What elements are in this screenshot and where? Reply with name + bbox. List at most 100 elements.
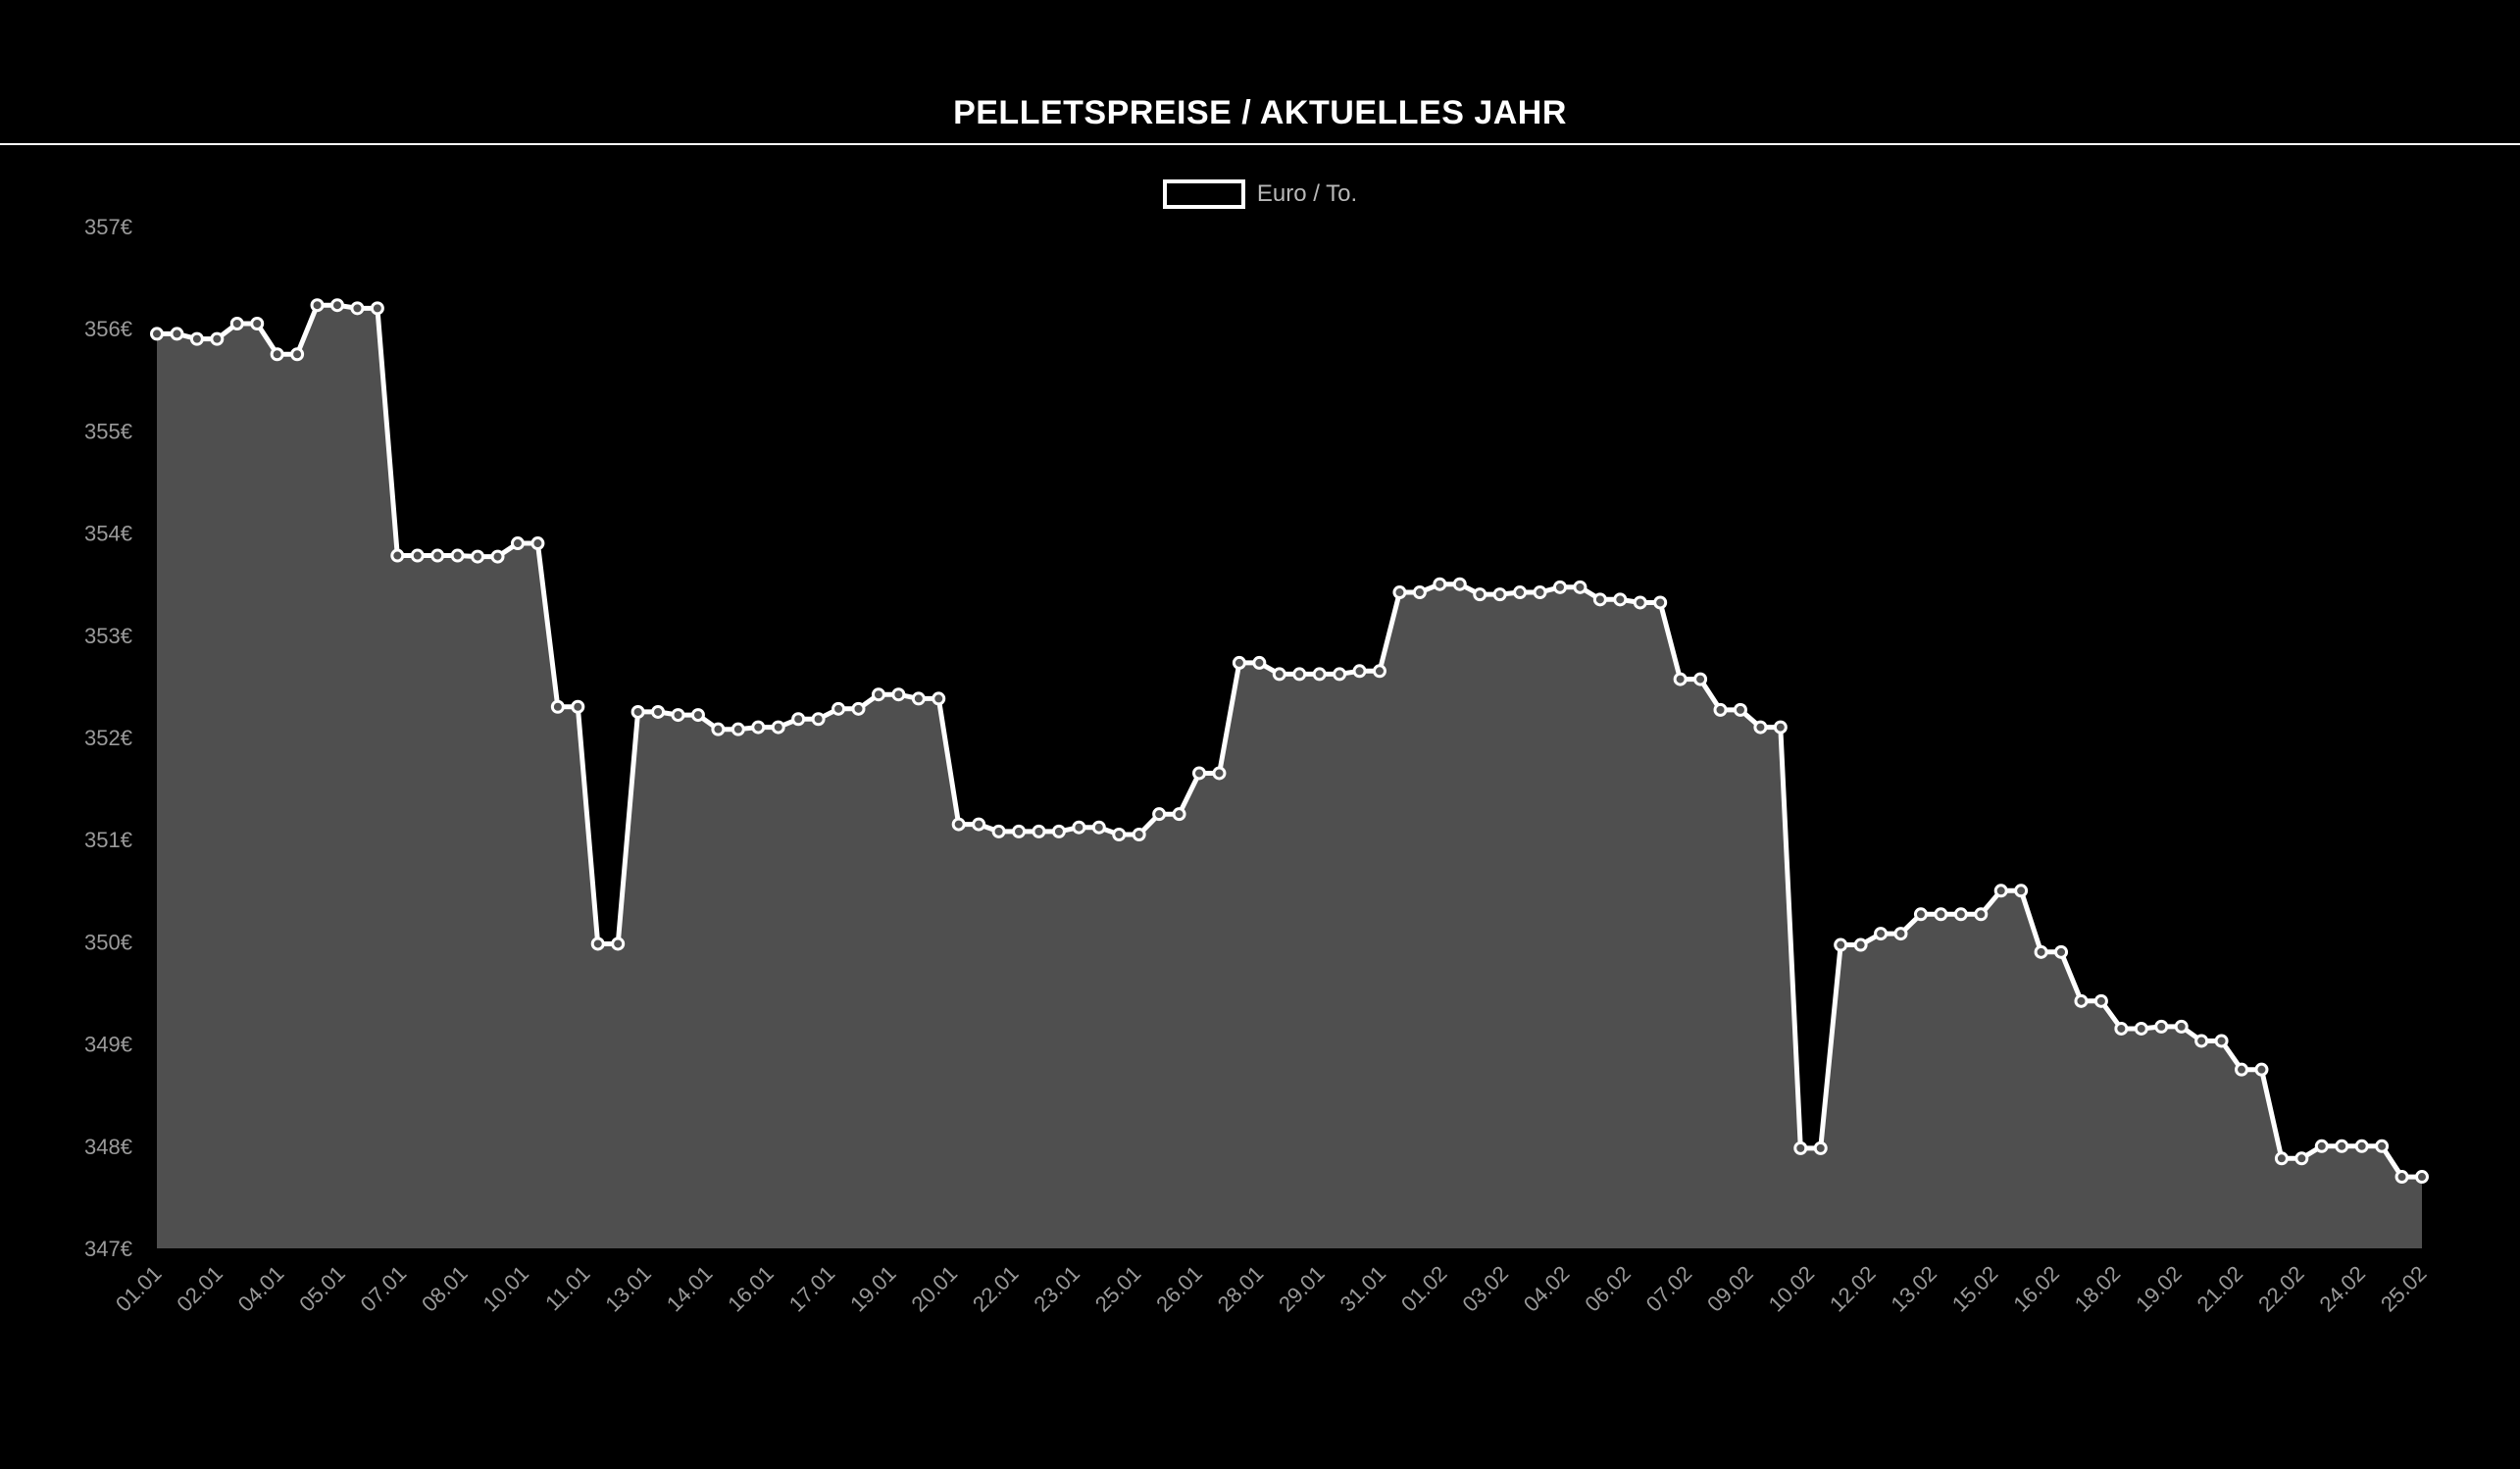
- data-point[interactable]: [991, 824, 1006, 838]
- data-point[interactable]: [671, 708, 685, 723]
- data-point[interactable]: [2354, 1139, 2369, 1153]
- data-point[interactable]: [471, 549, 485, 564]
- data-point[interactable]: [1112, 827, 1127, 841]
- data-point[interactable]: [2194, 1034, 2209, 1048]
- data-point[interactable]: [1834, 937, 1848, 952]
- data-point[interactable]: [832, 701, 846, 716]
- data-point[interactable]: [2375, 1139, 2390, 1153]
- data-point[interactable]: [2294, 1151, 2309, 1166]
- data-point[interactable]: [630, 704, 645, 719]
- data-point[interactable]: [1051, 824, 1066, 838]
- data-point[interactable]: [1733, 702, 1747, 717]
- data-point[interactable]: [1012, 824, 1027, 838]
- data-point[interactable]: [2415, 1170, 2429, 1185]
- data-point[interactable]: [2054, 944, 2069, 959]
- data-point[interactable]: [771, 720, 785, 734]
- data-point[interactable]: [711, 722, 726, 736]
- data-point[interactable]: [1753, 720, 1768, 734]
- data-point[interactable]: [951, 817, 966, 832]
- legend[interactable]: Euro / To.: [0, 179, 2520, 209]
- data-point[interactable]: [2093, 993, 2108, 1008]
- data-point[interactable]: [972, 817, 986, 832]
- data-point[interactable]: [1653, 595, 1668, 610]
- data-point[interactable]: [2014, 884, 2029, 898]
- data-point[interactable]: [1913, 907, 1928, 922]
- data-point[interactable]: [1592, 592, 1607, 607]
- data-point[interactable]: [731, 722, 745, 736]
- data-point[interactable]: [1372, 664, 1386, 679]
- data-point[interactable]: [150, 327, 164, 341]
- data-point[interactable]: [310, 298, 325, 313]
- data-point[interactable]: [229, 316, 244, 330]
- data-point[interactable]: [370, 301, 384, 316]
- data-point[interactable]: [390, 548, 405, 563]
- data-point[interactable]: [270, 347, 284, 362]
- data-point[interactable]: [530, 536, 545, 551]
- data-point[interactable]: [2274, 1151, 2289, 1166]
- data-point[interactable]: [590, 937, 605, 951]
- data-point[interactable]: [2034, 944, 2048, 959]
- data-point[interactable]: [450, 548, 465, 563]
- data-point[interactable]: [410, 548, 425, 563]
- data-point[interactable]: [2134, 1021, 2148, 1036]
- data-point[interactable]: [1473, 587, 1487, 602]
- data-point[interactable]: [1312, 667, 1327, 682]
- data-point[interactable]: [791, 712, 806, 727]
- data-point[interactable]: [1552, 580, 1567, 594]
- data-point[interactable]: [2214, 1034, 2229, 1048]
- data-point[interactable]: [1993, 884, 2008, 898]
- data-point[interactable]: [1533, 585, 1547, 600]
- data-point[interactable]: [2074, 993, 2089, 1008]
- data-point[interactable]: [1874, 927, 1889, 941]
- data-point[interactable]: [1392, 585, 1407, 600]
- data-point[interactable]: [891, 687, 906, 702]
- data-point[interactable]: [911, 691, 926, 706]
- data-point[interactable]: [250, 316, 265, 330]
- data-point[interactable]: [1693, 672, 1708, 686]
- data-point[interactable]: [2174, 1019, 2189, 1034]
- data-point[interactable]: [1172, 807, 1186, 822]
- data-point[interactable]: [1152, 807, 1167, 822]
- data-point[interactable]: [690, 708, 705, 723]
- data-point[interactable]: [430, 548, 445, 563]
- data-point[interactable]: [2394, 1170, 2409, 1185]
- data-point[interactable]: [1633, 595, 1647, 610]
- data-point[interactable]: [1853, 937, 1868, 952]
- data-point[interactable]: [811, 712, 826, 727]
- data-point[interactable]: [2254, 1062, 2269, 1077]
- data-point[interactable]: [1452, 577, 1467, 591]
- data-point[interactable]: [751, 720, 766, 734]
- data-point[interactable]: [189, 331, 204, 346]
- data-point[interactable]: [932, 691, 946, 706]
- data-point[interactable]: [1252, 655, 1267, 670]
- data-point[interactable]: [1232, 655, 1246, 670]
- data-point[interactable]: [1072, 820, 1086, 835]
- data-point[interactable]: [1813, 1140, 1828, 1155]
- data-point[interactable]: [1292, 667, 1307, 682]
- data-point[interactable]: [329, 298, 344, 313]
- data-point[interactable]: [2235, 1062, 2249, 1077]
- data-point[interactable]: [170, 327, 184, 341]
- data-point[interactable]: [1212, 766, 1227, 781]
- data-point[interactable]: [1492, 587, 1507, 602]
- data-point[interactable]: [1793, 1140, 1808, 1155]
- data-point[interactable]: [1352, 664, 1367, 679]
- data-point[interactable]: [2154, 1019, 2169, 1034]
- data-point[interactable]: [1513, 585, 1528, 600]
- data-point[interactable]: [651, 704, 666, 719]
- data-point[interactable]: [1333, 667, 1347, 682]
- data-point[interactable]: [1412, 585, 1427, 600]
- data-point[interactable]: [1272, 667, 1286, 682]
- data-point[interactable]: [1613, 592, 1628, 607]
- data-point[interactable]: [1132, 827, 1146, 841]
- data-point[interactable]: [290, 347, 305, 362]
- data-point[interactable]: [611, 937, 626, 951]
- data-point[interactable]: [210, 331, 225, 346]
- data-point[interactable]: [1192, 766, 1207, 781]
- data-point[interactable]: [1773, 720, 1788, 734]
- data-point[interactable]: [350, 301, 365, 316]
- data-point[interactable]: [1974, 907, 1989, 922]
- data-point[interactable]: [1893, 927, 1908, 941]
- data-point[interactable]: [490, 549, 505, 564]
- data-point[interactable]: [1433, 577, 1447, 591]
